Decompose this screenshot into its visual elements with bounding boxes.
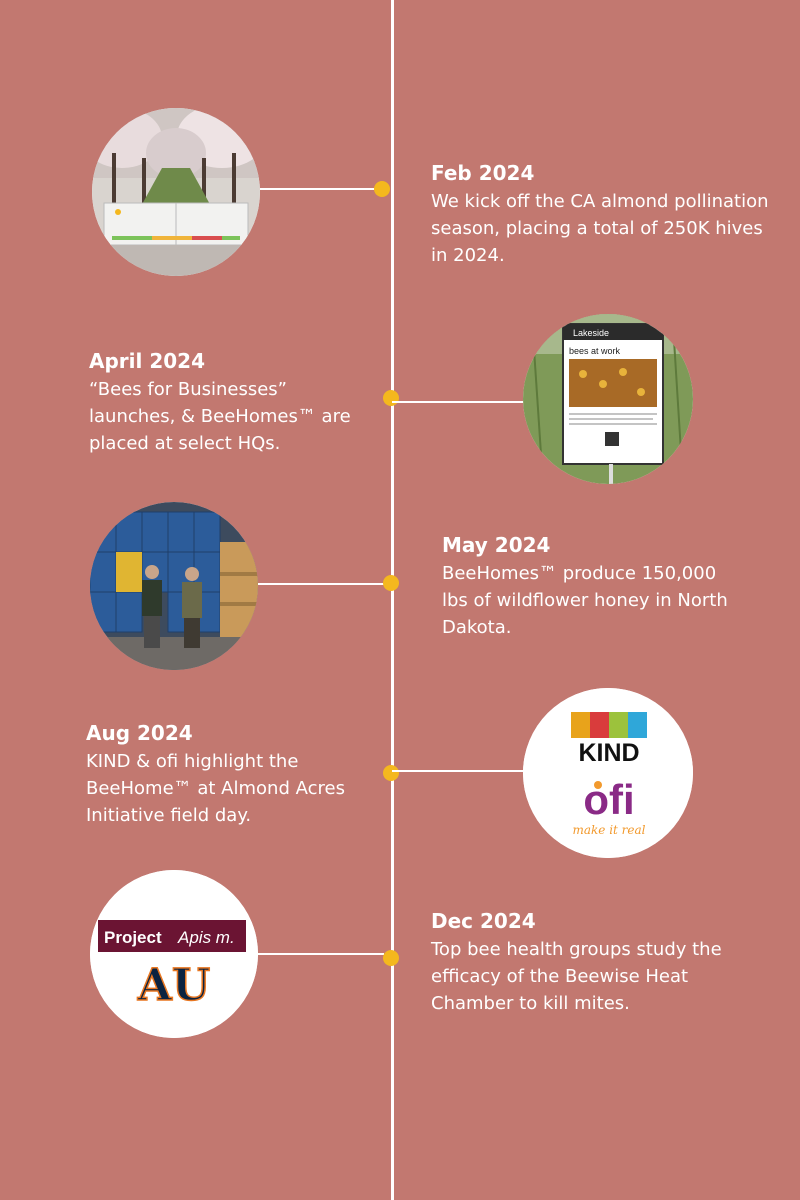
event-april-2024: April 2024 “Bees for Businesses” launche… <box>89 348 369 457</box>
event-aug-2024: Aug 2024 KIND & ofi highlight the BeeHom… <box>86 720 376 829</box>
event-may-2024: May 2024 BeeHomes™ produce 150,000 lbs o… <box>442 532 742 641</box>
event-date: April 2024 <box>89 349 205 373</box>
event-feb-2024: Feb 2024 We kick off the CA almond polli… <box>431 160 771 269</box>
sign-brand: Lakeside <box>573 328 609 338</box>
event-description: “Bees for Businesses” launches, & BeeHom… <box>89 379 351 454</box>
almond-orchard-photo <box>92 108 260 276</box>
connector-april <box>392 401 524 403</box>
auburn-logo: AU <box>137 960 211 1011</box>
project-apis-auburn-logos: Project Apis m. AU <box>90 870 258 1038</box>
timeline-dot-may <box>383 575 399 591</box>
connector-dec <box>258 953 384 955</box>
event-date: Dec 2024 <box>431 909 536 933</box>
event-dec-2024: Dec 2024 Top bee health groups study the… <box>431 908 771 1017</box>
sign-title: bees at work <box>569 346 621 356</box>
event-description: KIND & ofi highlight the BeeHome™ at Alm… <box>86 751 345 826</box>
timeline-spine <box>391 0 394 1200</box>
event-date: Aug 2024 <box>86 721 193 745</box>
timeline-dot-feb <box>374 181 390 197</box>
ofi-logo: ofi <box>583 776 634 823</box>
connector-aug <box>392 770 524 772</box>
kind-ofi-logos: KIND ofi make it real <box>523 688 693 858</box>
event-description: We kick off the CA almond pollination se… <box>431 191 769 266</box>
connector-feb <box>260 188 382 190</box>
event-date: Feb 2024 <box>431 161 535 185</box>
ofi-tagline: make it real <box>572 823 645 837</box>
event-description: BeeHomes™ produce 150,000 lbs of wildflo… <box>442 563 728 638</box>
event-date: May 2024 <box>442 533 551 557</box>
timeline-dot-aug <box>383 765 399 781</box>
bees-at-work-sign-photo: Lakeside bees at work <box>523 314 693 484</box>
kind-logo: KIND <box>578 739 639 767</box>
project-apis-italic: Apis m. <box>177 928 235 947</box>
timeline-dot-dec <box>383 950 399 966</box>
connector-may <box>258 583 384 585</box>
honey-barrels-photo <box>90 502 258 670</box>
timeline-dot-april <box>383 390 399 406</box>
event-description: Top bee health groups study the efficacy… <box>431 939 722 1014</box>
project-apis-logo: Project <box>104 928 162 947</box>
